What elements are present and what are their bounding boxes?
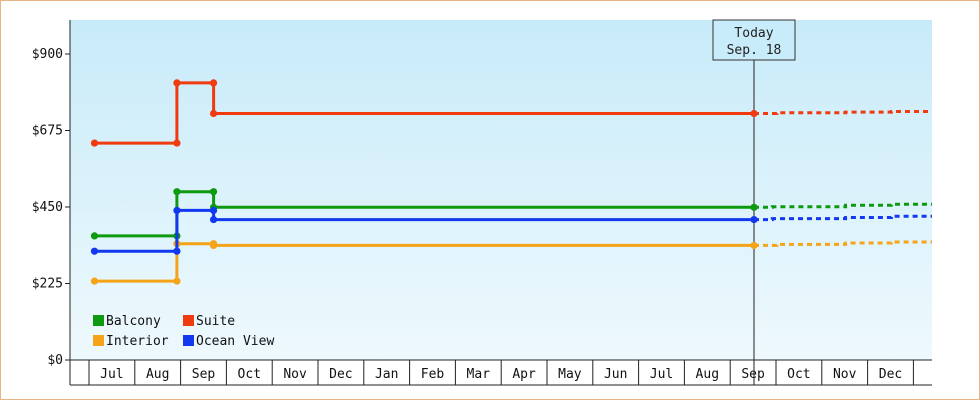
today-label: Today bbox=[734, 26, 773, 41]
data-point bbox=[173, 188, 181, 196]
x-tick-label: Aug bbox=[696, 367, 719, 382]
today-date-label: Sep. 18 bbox=[727, 43, 782, 58]
x-tick-label: Nov bbox=[833, 367, 857, 382]
series-forecast-line bbox=[754, 110, 932, 115]
x-tick-label: Oct bbox=[238, 367, 261, 382]
y-tick-label: $450 bbox=[32, 200, 63, 215]
x-tick-label: Dec bbox=[329, 367, 352, 382]
series-line bbox=[94, 242, 754, 283]
x-tick-label: Jan bbox=[375, 367, 398, 382]
data-point bbox=[209, 241, 218, 250]
data-point bbox=[209, 188, 218, 196]
data-point bbox=[209, 215, 218, 224]
x-tick-label: Sep bbox=[741, 367, 765, 382]
series-forecast-line bbox=[754, 202, 932, 209]
data-point bbox=[750, 241, 758, 250]
series-line bbox=[94, 208, 754, 253]
x-tick-label: Sep bbox=[192, 367, 216, 382]
legend-swatch bbox=[93, 335, 104, 346]
data-point bbox=[173, 79, 181, 87]
x-tick-label: Jul bbox=[100, 367, 123, 382]
x-tick-label: Aug bbox=[146, 367, 169, 382]
data-point bbox=[90, 277, 99, 285]
x-tick-label: Jul bbox=[650, 367, 673, 382]
y-tick-label: $0 bbox=[47, 353, 63, 368]
x-tick-label: Dec bbox=[879, 367, 902, 382]
x-tick-label: Nov bbox=[283, 367, 307, 382]
x-tick-label: May bbox=[558, 367, 582, 382]
legend-swatch bbox=[183, 315, 194, 326]
legend-swatch bbox=[183, 335, 194, 346]
legend-label: Interior bbox=[106, 334, 169, 349]
legend-label: Balcony bbox=[106, 314, 161, 329]
x-tick-label: Oct bbox=[787, 367, 810, 382]
data-point bbox=[90, 232, 99, 240]
x-tick-label: Apr bbox=[512, 367, 536, 382]
series-line bbox=[94, 81, 754, 145]
series-interior bbox=[90, 240, 932, 285]
legend-label: Suite bbox=[196, 314, 235, 329]
y-tick-label: $675 bbox=[32, 124, 63, 139]
data-point bbox=[209, 109, 218, 118]
legend-swatch bbox=[93, 315, 104, 326]
data-point bbox=[173, 206, 181, 214]
data-point bbox=[173, 247, 181, 255]
y-tick-label: $225 bbox=[32, 277, 63, 292]
data-point bbox=[209, 79, 218, 87]
plot-area bbox=[70, 20, 932, 360]
today-label-box bbox=[712, 19, 796, 61]
series-ocean-view bbox=[90, 206, 932, 255]
series-line bbox=[94, 190, 754, 238]
data-point bbox=[90, 139, 99, 147]
data-point bbox=[173, 139, 181, 147]
x-tick-label: Mar bbox=[467, 367, 491, 382]
data-point bbox=[90, 247, 99, 255]
data-point bbox=[209, 206, 218, 214]
legend-label: Ocean View bbox=[196, 334, 274, 349]
series-suite bbox=[90, 79, 932, 147]
data-point bbox=[750, 215, 758, 224]
y-tick-label: $900 bbox=[32, 47, 63, 62]
series-forecast-line bbox=[754, 214, 932, 222]
data-point bbox=[750, 203, 758, 211]
data-point bbox=[173, 277, 181, 285]
data-point bbox=[750, 109, 758, 118]
x-tick-label: Feb bbox=[421, 367, 445, 382]
x-tick-label: Jun bbox=[604, 367, 627, 382]
series-forecast-line bbox=[754, 240, 932, 247]
